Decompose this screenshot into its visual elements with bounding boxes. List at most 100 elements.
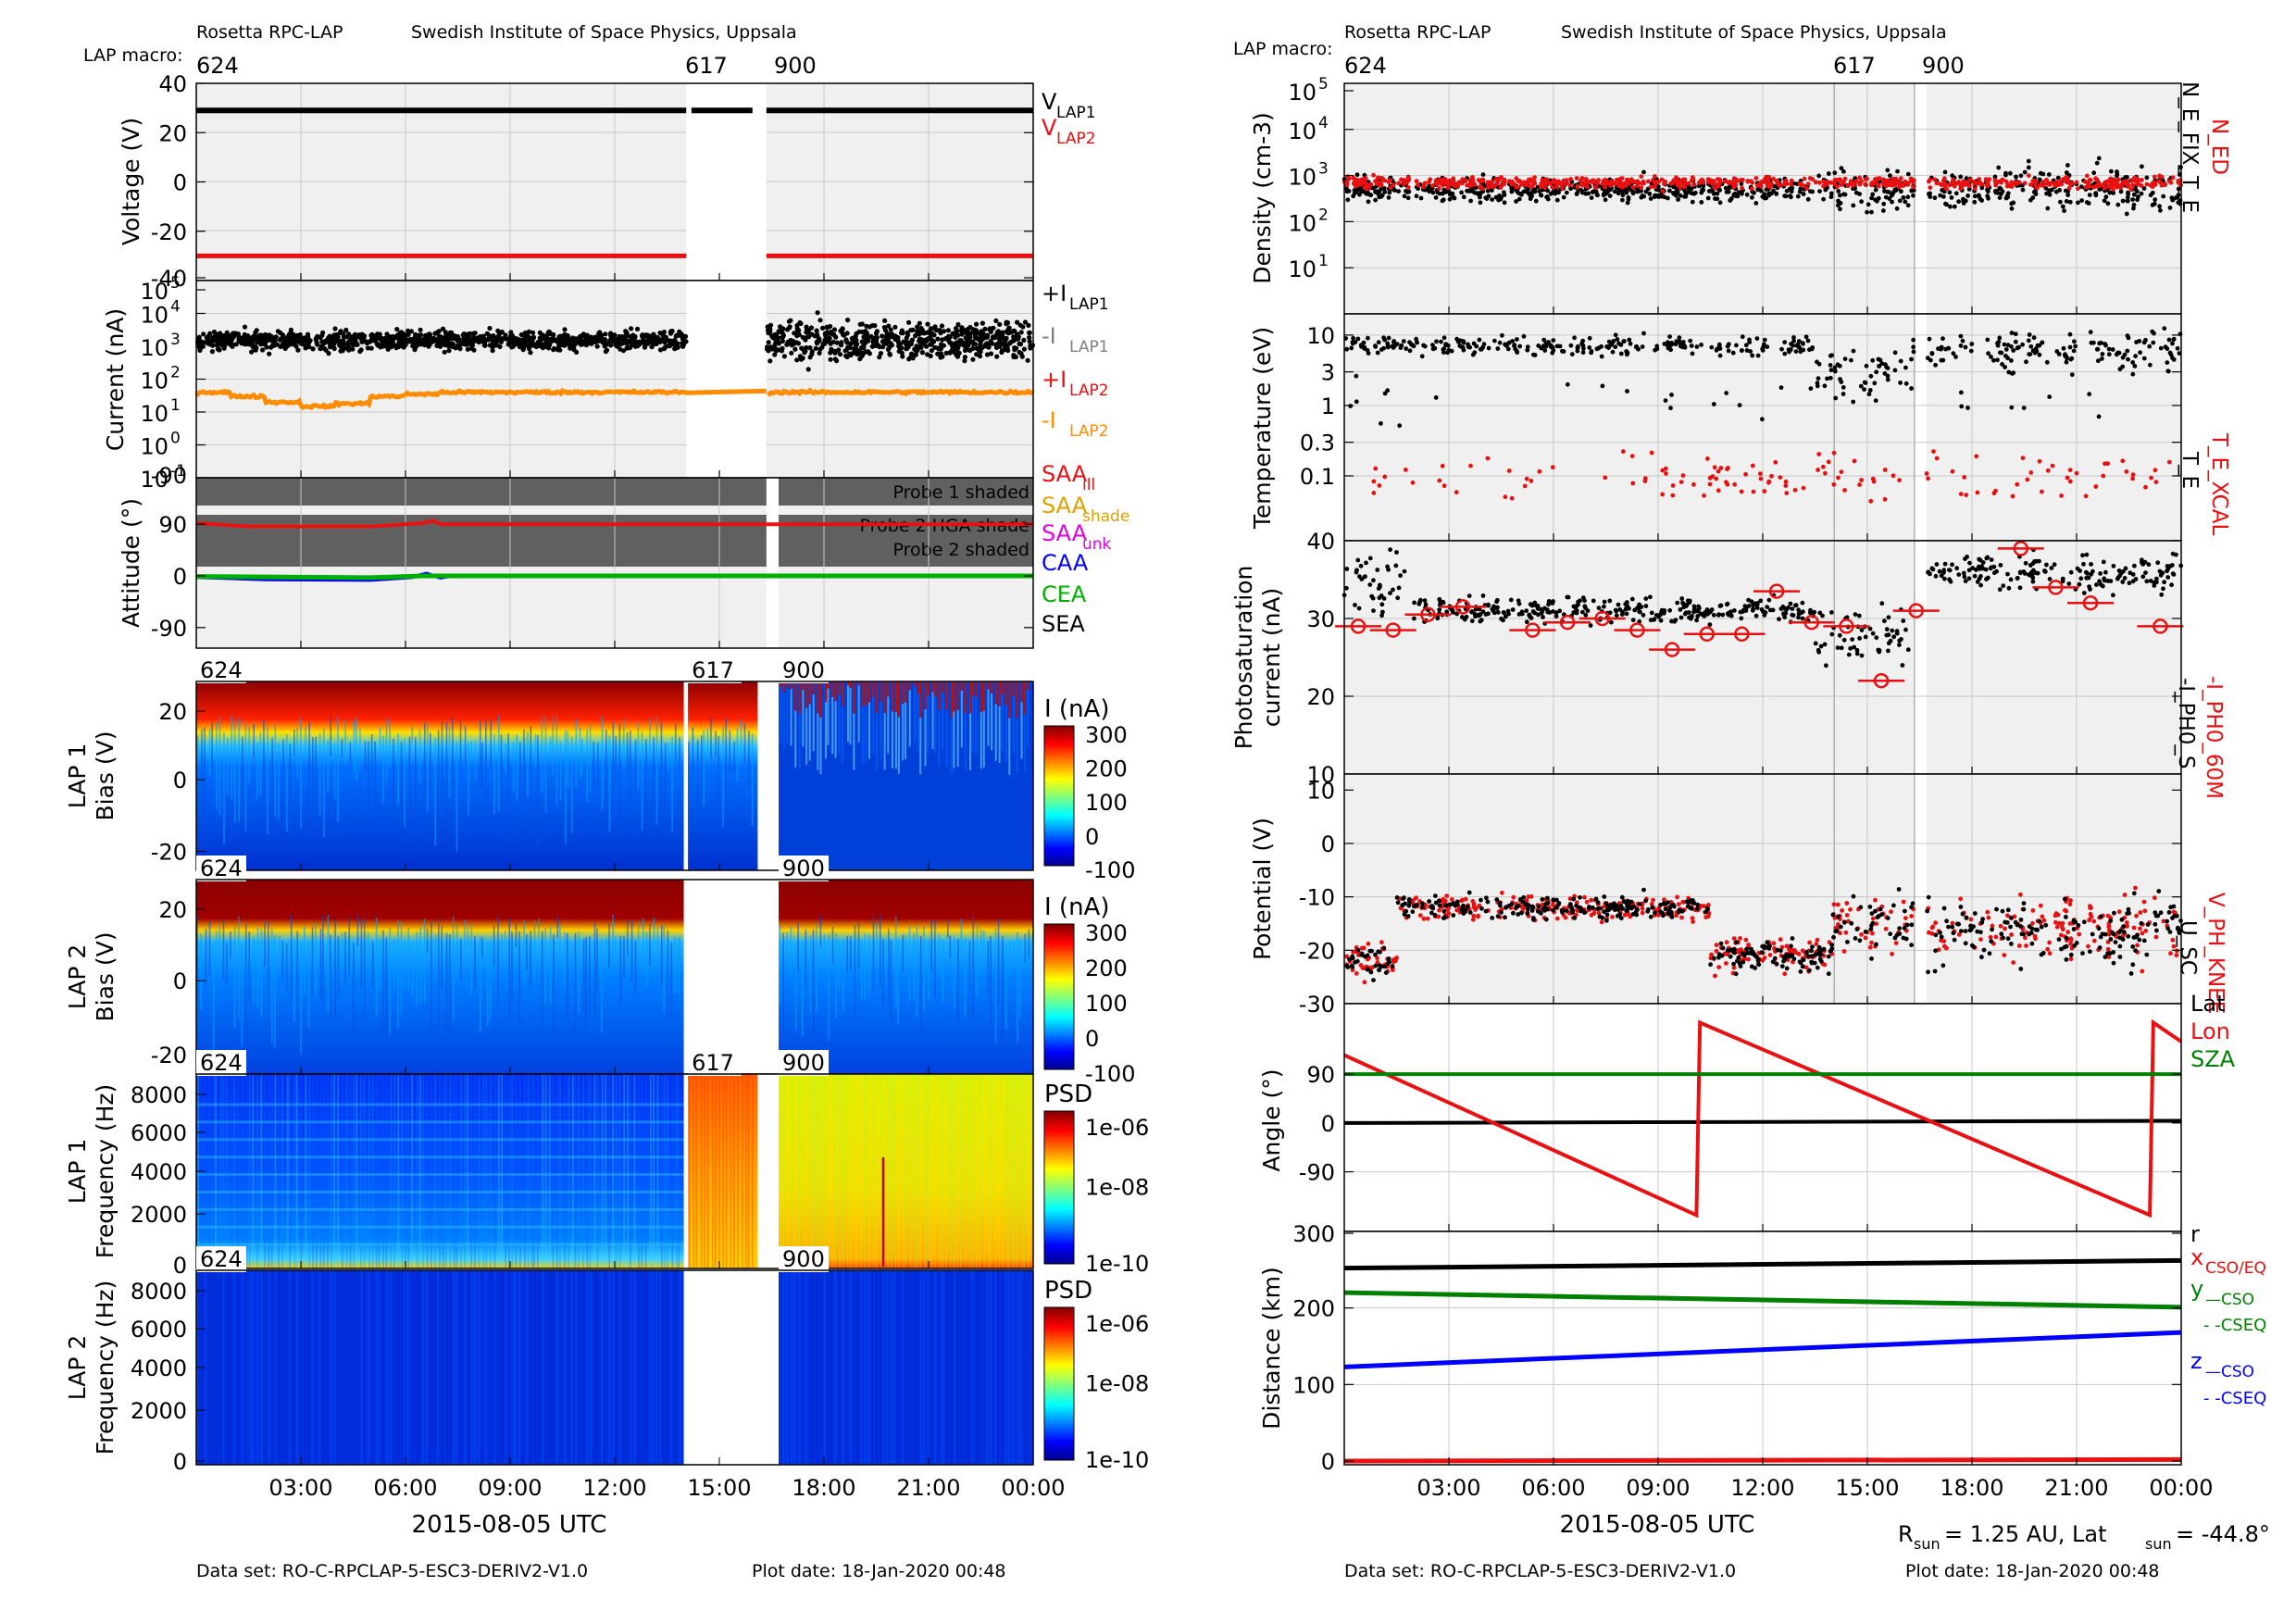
temperature-te-points-point [1500, 332, 1504, 338]
temperature-te-points-point [1911, 344, 1916, 350]
temperature-te-xcal-points-point [2059, 493, 2065, 498]
lap1-freq-spectrogram-band [196, 1243, 684, 1246]
density-ne-fix-points-point [2045, 206, 2051, 211]
current-ilap1-points-point [867, 324, 873, 330]
temperature-te-xcal-points-point [1664, 471, 1668, 476]
lap1-bias-spectrogram-stripe [987, 689, 990, 746]
current-ilap1-points-point [627, 338, 632, 344]
lap1-freq-spectrogram-stripe [956, 1074, 958, 1268]
temperature-te-points-point [2072, 339, 2077, 344]
density-ned-points-point [1682, 184, 1687, 190]
density-ne-fix-points-point [1509, 185, 1515, 191]
current-ilap1-points-point [896, 340, 902, 345]
lap2-freq-spectrogram-stripe [986, 1270, 988, 1465]
current-ilap1-points-point [469, 343, 475, 348]
lap1-bias-spectrogram-stripe [883, 713, 886, 770]
lap2-freq-spectrogram-ytick-label: 0 [173, 1449, 187, 1475]
temperature-te-points-point [1441, 347, 1446, 352]
density-ned-points-point [1711, 179, 1716, 183]
temperature-te-points-point [1594, 346, 1600, 352]
density-ne-fix-points-point [1805, 196, 1811, 202]
density-ned-points-point [1668, 181, 1674, 186]
lap2-bias-spectrogram-stripe [660, 925, 663, 985]
temperature-te-points-point [1762, 337, 1767, 343]
lap1-freq-spectrogram-stripe [264, 1074, 266, 1268]
current-ilap1-points-point [392, 343, 398, 348]
density-ned-points-point [1428, 177, 1433, 182]
density-ne-fix-points-point [2086, 201, 2091, 206]
lap1-freq-spectrogram-stripe [880, 1074, 882, 1268]
density-ne-fix-points-point [2130, 197, 2136, 203]
density-ne-fix-points-point [1682, 194, 1687, 199]
lap1-freq-spectrogram-stripe [630, 1074, 631, 1268]
density-ne-fix-points-point [1524, 188, 1529, 194]
temperature-te-points-point [1689, 344, 1694, 348]
temperature-te-points-point [2162, 326, 2167, 331]
density-ne-fix-points-point [1894, 206, 1900, 211]
density-ned-points-point [1660, 189, 1666, 194]
lap2-bias-spectrogram-stripe [637, 920, 640, 942]
current-ytick-base: 10 [140, 401, 168, 427]
density-ne-fix-points-point [1755, 187, 1761, 193]
current-ilap1-points-point [382, 337, 388, 344]
lap1-freq-spectrogram-stripe [1020, 1074, 1023, 1268]
density-ned-points-point [2003, 179, 2009, 184]
temperature-te-points-point [1828, 363, 1833, 368]
current-ilap1-points-point [229, 342, 234, 347]
density-ne-fix-points-point [1678, 194, 1683, 198]
lap2-freq-spectrogram-stripe [268, 1270, 270, 1465]
current-ilap1-points-point [272, 338, 278, 344]
current-ilap1-points-point [270, 342, 276, 347]
legend-ilap2-neg-main: -I [1042, 407, 1056, 433]
density-ne-fix-points-point [2158, 207, 2163, 213]
temperature-te-points-point [2170, 341, 2175, 346]
current-ilap1-points-point [834, 340, 840, 345]
lap1-freq-spectrogram-stripe [455, 1074, 458, 1268]
lap1-bias-spectrogram-stripe [216, 721, 218, 810]
temperature-te-points-point [1477, 337, 1482, 343]
lap2-bias-spectrogram-stripe [441, 926, 443, 989]
density-ne-fix-points-point [2030, 195, 2036, 200]
lap1-freq-spectrogram-macro-box [779, 1050, 830, 1076]
density-ne-fix-points-point [2150, 203, 2155, 207]
lap1-freq-spectrogram-stripe [733, 1074, 735, 1268]
lap2-freq-spectrogram-stripe [507, 1270, 509, 1465]
current-ilap1-points-point [970, 356, 976, 362]
density-ned-points-point [2014, 180, 2019, 185]
current-ilap1-points-point [231, 331, 236, 336]
voltage-ytick-label: 20 [158, 120, 187, 146]
density-ne-fix-points-point [1593, 189, 1599, 194]
temperature-te-points-point [1397, 423, 1403, 429]
lap2-bias-spectrogram-stripe [296, 931, 299, 1020]
lap1-freq-spectrogram-stripe [371, 1074, 374, 1268]
lap2-bias-spectrogram-stripe [653, 917, 655, 946]
lap1-bias-spectrogram-stripe [289, 743, 292, 827]
density-ne-fix-points-point [1728, 196, 1734, 201]
density-ne-fix-points-point [2046, 190, 2052, 194]
lap2-freq-spectrogram-stripe [568, 1270, 570, 1465]
temperature-te-points-point [1409, 342, 1414, 347]
lap1-bias-spectrogram-macro-box [779, 657, 830, 683]
current-ilap1-points-point [505, 341, 511, 346]
lap2-freq-spectrogram-stripe [289, 1270, 291, 1465]
lap1-bias-spectrogram-stripe [812, 681, 815, 695]
density-ne-fix-points-point [1692, 190, 1698, 195]
lap2-bias-spectrogram-stripe [816, 923, 817, 1013]
density-ne-fix-points-point [2139, 191, 2144, 196]
density-ne-fix-points-point [1972, 194, 1978, 199]
density-ned-points-point [2009, 180, 2015, 185]
temperature-te-points-point [1471, 341, 1477, 346]
temperature-te-xcal-points-point [1716, 488, 1721, 493]
lap1-bias-spectrogram-stripe [637, 721, 640, 790]
temperature-te-xcal-points-point [1485, 456, 1491, 461]
current-ilap1-points-point [352, 331, 358, 337]
density-ne-fix-points-point [1764, 195, 1769, 201]
lap2-bias-spectrogram-stripe [493, 925, 495, 966]
density-ne-fix-points-point [1997, 185, 2003, 191]
lap1-bias-spectrogram-stripe [549, 736, 552, 760]
density-ne-fix-points-point [1711, 191, 1716, 196]
current-ilap1-points-point [904, 342, 909, 347]
density-ne-fix-points-point [2102, 198, 2107, 204]
lap1-bias-spectrogram-stripe [426, 723, 429, 812]
density-ne-fix-points-point [2020, 187, 2026, 193]
